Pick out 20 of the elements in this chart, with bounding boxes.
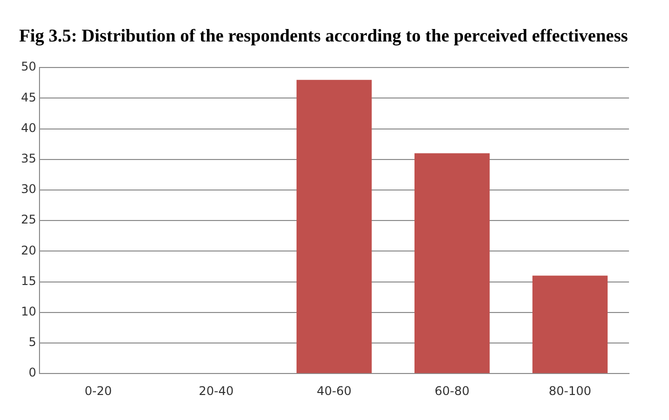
y-tick-label: 0 bbox=[28, 366, 36, 380]
y-tick-label: 10 bbox=[20, 304, 36, 319]
bar bbox=[414, 153, 490, 374]
y-tick-label: 40 bbox=[20, 120, 36, 135]
bar bbox=[296, 80, 372, 374]
x-tick-label: 0-20 bbox=[84, 384, 112, 398]
x-tick-label: 20-40 bbox=[198, 384, 234, 398]
bar bbox=[532, 276, 608, 374]
x-tick-label: 40-60 bbox=[316, 384, 352, 398]
y-tick-label: 35 bbox=[20, 152, 36, 166]
x-tick-label: 60-80 bbox=[434, 384, 470, 398]
y-tick-label: 25 bbox=[20, 212, 36, 227]
y-tick-label: 5 bbox=[28, 335, 36, 350]
y-tick-label: 45 bbox=[20, 90, 36, 104]
y-tick-label: 30 bbox=[20, 182, 36, 196]
y-tick-label: 20 bbox=[20, 243, 36, 258]
chart-title: Fig 3.5: Distribution of the respondents according to the perceived effectiveness bbox=[19, 25, 628, 46]
x-tick-label: 80-100 bbox=[548, 384, 592, 398]
y-tick-label: 50 bbox=[20, 60, 36, 74]
y-tick-label: 15 bbox=[20, 274, 36, 288]
